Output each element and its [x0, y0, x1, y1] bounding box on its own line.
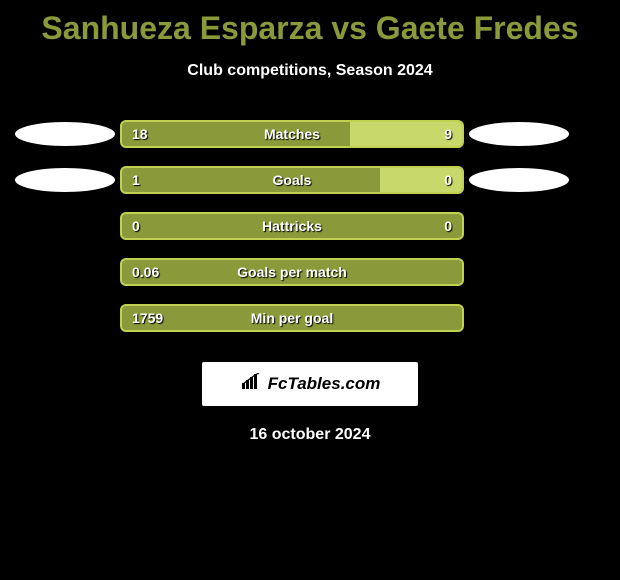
- stat-label: Goals: [122, 172, 462, 188]
- stat-bar: 1Goals0: [120, 166, 464, 194]
- ellipse-marker: [469, 122, 569, 146]
- stat-bar: 0.06Goals per match: [120, 258, 464, 286]
- left-slot: [10, 122, 120, 146]
- ellipse-marker: [15, 168, 115, 192]
- stat-right-value: 9: [444, 126, 452, 142]
- stat-bar: 1759Min per goal: [120, 304, 464, 332]
- right-slot: [464, 168, 574, 192]
- stat-right-value: 0: [444, 218, 452, 234]
- page-title: Sanhueza Esparza vs Gaete Fredes: [10, 10, 610, 47]
- ellipse-marker: [15, 122, 115, 146]
- stat-right-value: 0: [444, 172, 452, 188]
- stat-row: 0Hattricks0: [10, 212, 610, 240]
- fctables-label: FcTables.com: [268, 374, 381, 394]
- right-slot: [464, 122, 574, 146]
- stat-row: 18Matches9: [10, 120, 610, 148]
- stat-label: Matches: [122, 126, 462, 142]
- stat-row: 1Goals0: [10, 166, 610, 194]
- date-text: 16 october 2024: [10, 426, 610, 444]
- stat-row: 0.06Goals per match: [10, 258, 610, 286]
- subtitle: Club competitions, Season 2024: [10, 62, 610, 80]
- stat-label: Min per goal: [122, 310, 462, 326]
- stat-label: Hattricks: [122, 218, 462, 234]
- ellipse-marker: [469, 168, 569, 192]
- stat-bar: 18Matches9: [120, 120, 464, 148]
- chart-icon: [240, 373, 262, 396]
- stat-bar: 0Hattricks0: [120, 212, 464, 240]
- stat-label: Goals per match: [122, 264, 462, 280]
- left-slot: [10, 168, 120, 192]
- fctables-logo-box[interactable]: FcTables.com: [202, 362, 418, 406]
- stat-row: 1759Min per goal: [10, 304, 610, 332]
